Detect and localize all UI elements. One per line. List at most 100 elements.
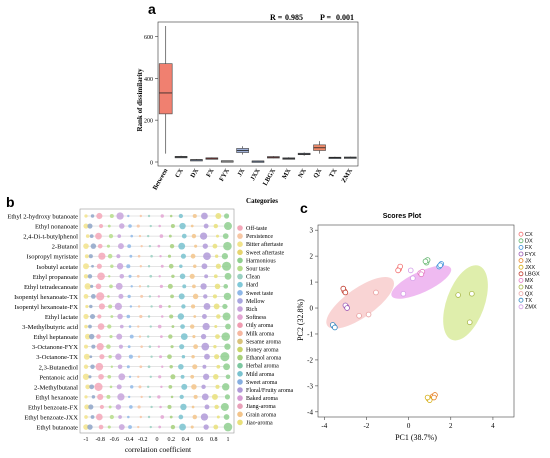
correlation-bubble bbox=[178, 293, 185, 300]
correlation-bubble bbox=[89, 234, 94, 238]
bubble-x-tick-label: 1 bbox=[227, 437, 230, 443]
correlation-bubble bbox=[216, 314, 221, 319]
correlation-bubble bbox=[223, 414, 230, 420]
correlation-bubble bbox=[200, 283, 207, 290]
correlation-bubble bbox=[203, 223, 209, 229]
correlation-bubble bbox=[203, 303, 211, 310]
compound-label: Isopentyl hexanoate-FX bbox=[14, 304, 78, 311]
correlation-bubble bbox=[117, 313, 123, 320]
scatter-legend-label: FX bbox=[525, 245, 532, 251]
correlation-bubble bbox=[89, 355, 93, 359]
scatter-legend-label: NX bbox=[525, 285, 533, 291]
score-point-qx bbox=[356, 313, 362, 319]
correlation-bubble bbox=[202, 373, 210, 380]
legend-swatch bbox=[237, 387, 243, 393]
correlation-bubble bbox=[147, 265, 151, 268]
correlation-bubble bbox=[127, 395, 131, 399]
legend-label: Ethanol aroma bbox=[246, 356, 281, 362]
legend-swatch bbox=[237, 290, 243, 296]
box-y-tick-label: 600 bbox=[144, 35, 153, 41]
correlation-bubble bbox=[157, 395, 161, 399]
scatter-legend-label: JX bbox=[525, 258, 532, 264]
correlation-bubble bbox=[216, 364, 221, 369]
correlation-bubble bbox=[223, 422, 233, 432]
score-point-jxx bbox=[424, 394, 431, 401]
correlation-bubble bbox=[201, 384, 206, 390]
score-point-nx bbox=[455, 292, 461, 298]
correlation-bubble bbox=[146, 385, 150, 389]
correlation-bubble bbox=[159, 234, 164, 238]
score-point-cx bbox=[395, 267, 401, 274]
correlation-bubble bbox=[204, 404, 210, 410]
correlation-bubble bbox=[116, 333, 123, 340]
bubble-x-tick-label: -0.2 bbox=[138, 437, 148, 443]
correlation-bubble bbox=[146, 234, 150, 238]
correlation-bubble bbox=[88, 404, 94, 410]
correlation-bubble bbox=[127, 214, 130, 218]
compound-label: Ethyl propanoate bbox=[33, 274, 78, 281]
correlation-bubble bbox=[190, 224, 194, 228]
correlation-bubble bbox=[83, 263, 89, 270]
correlation-bubble bbox=[115, 282, 123, 290]
correlation-bubble bbox=[118, 373, 126, 381]
correlation-bubble bbox=[84, 324, 88, 329]
scatter-y-tick-label: -1 bbox=[307, 330, 313, 338]
correlation-bubble bbox=[149, 425, 152, 429]
correlation-bubble bbox=[148, 295, 152, 298]
correlation-bubble bbox=[213, 223, 219, 229]
legend-label: Bitter aftertaste bbox=[246, 241, 283, 248]
correlation-bubble bbox=[90, 415, 95, 419]
correlation-bubble bbox=[190, 425, 194, 429]
correlation-bubble bbox=[96, 334, 101, 339]
correlation-bubble bbox=[179, 394, 184, 400]
correlation-bubble bbox=[213, 424, 219, 430]
correlation-bubble bbox=[127, 345, 131, 349]
correlation-bubble bbox=[178, 414, 184, 420]
correlation-bubble bbox=[189, 324, 195, 329]
correlation-bubble bbox=[169, 415, 173, 419]
correlation-bubble bbox=[128, 274, 132, 278]
correlation-bubble bbox=[110, 315, 114, 318]
scatter-x-tick-label: 4 bbox=[491, 422, 495, 430]
compound-label: Ethyl butanoate bbox=[36, 425, 78, 432]
correlation-bubble bbox=[191, 233, 197, 239]
compound-label: 2,4-Di-t-butylphenol bbox=[23, 234, 78, 241]
correlation-bubble bbox=[179, 344, 185, 350]
correlation-bubble bbox=[193, 264, 197, 268]
correlation-bubble bbox=[146, 285, 150, 288]
bubble-x-tick-label: 0.8 bbox=[210, 437, 218, 443]
box-y-tick-label: 200 bbox=[144, 119, 153, 125]
legend-label: Herbal aroma bbox=[246, 364, 279, 370]
correlation-bubble bbox=[90, 214, 95, 218]
correlation-bubble bbox=[140, 244, 143, 248]
correlation-bubble bbox=[89, 384, 95, 390]
compound-label: Ethyl benzoate-JXX bbox=[24, 415, 78, 422]
correlation-bubble bbox=[126, 365, 130, 369]
correlation-bubble bbox=[221, 253, 229, 260]
scatter-y-axis-title: PC2 (32.8%) bbox=[296, 299, 305, 341]
correlation-bubble bbox=[190, 253, 196, 259]
legend-label: Mellow bbox=[246, 299, 265, 305]
correlation-bubble bbox=[110, 365, 114, 368]
correlation-bubble bbox=[223, 363, 231, 371]
correlation-bubble bbox=[136, 274, 140, 278]
legend-label: Hard bbox=[246, 283, 258, 289]
correlation-bubble bbox=[96, 343, 104, 351]
correlation-bubble bbox=[128, 375, 132, 378]
correlation-bubble bbox=[214, 254, 219, 258]
legend-swatch bbox=[237, 233, 243, 239]
correlation-bubble bbox=[110, 264, 114, 268]
legend-swatch bbox=[237, 338, 243, 345]
correlation-bubble bbox=[99, 404, 104, 410]
compound-label: Ethyl tetradecanoate bbox=[24, 284, 78, 291]
correlation-bubble bbox=[98, 303, 105, 310]
correlation-bubble bbox=[91, 264, 94, 268]
p-label: P = bbox=[320, 13, 331, 22]
correlation-bubble bbox=[191, 405, 195, 409]
correlation-bubble bbox=[168, 263, 174, 269]
correlation-bubble bbox=[223, 292, 232, 301]
compound-label: Ethyl heptanoate bbox=[34, 334, 79, 341]
correlation-bubble bbox=[179, 264, 183, 268]
bubble-x-tick-label: 0 bbox=[156, 437, 159, 443]
correlation-bubble bbox=[117, 243, 124, 250]
